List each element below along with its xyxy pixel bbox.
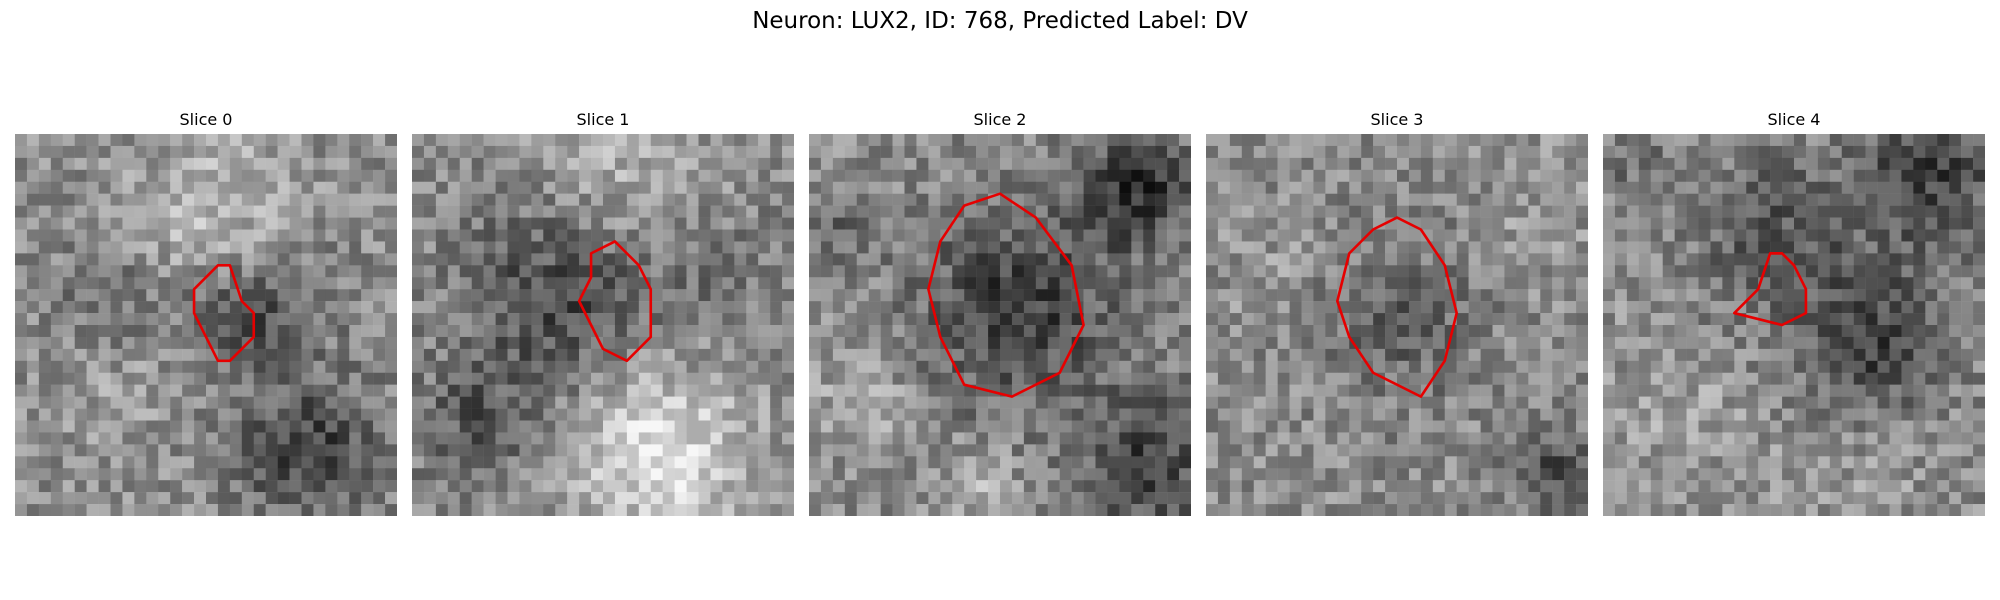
slice-1-image: [412, 134, 794, 516]
slice-2-image: [809, 134, 1191, 516]
slice-3-image: [1206, 134, 1588, 516]
panel-slice-2: [809, 134, 1191, 516]
panel-slice-4: [1603, 134, 1985, 516]
figure-title: Neuron: LUX2, ID: 768, Predicted Label: …: [752, 8, 1248, 34]
panel-title-slice-1: Slice 1: [576, 110, 630, 129]
slice-0-image: [15, 134, 397, 516]
slice-1-contour: [577, 240, 653, 363]
panel-title-slice-4: Slice 4: [1767, 110, 1821, 129]
slice-4-image: [1603, 134, 1985, 516]
panel-slice-3: [1206, 134, 1588, 516]
slice-3-contour: [1335, 216, 1459, 398]
panel-title-slice-2: Slice 2: [973, 110, 1027, 129]
panel-title-slice-3: Slice 3: [1370, 110, 1424, 129]
slice-0-contour: [192, 263, 256, 363]
slice-4-contour: [1732, 252, 1808, 327]
panel-slice-0: [15, 134, 397, 516]
panel-title-slice-0: Slice 0: [179, 110, 233, 129]
slice-2-contour: [927, 192, 1085, 398]
panel-slice-1: [412, 134, 794, 516]
